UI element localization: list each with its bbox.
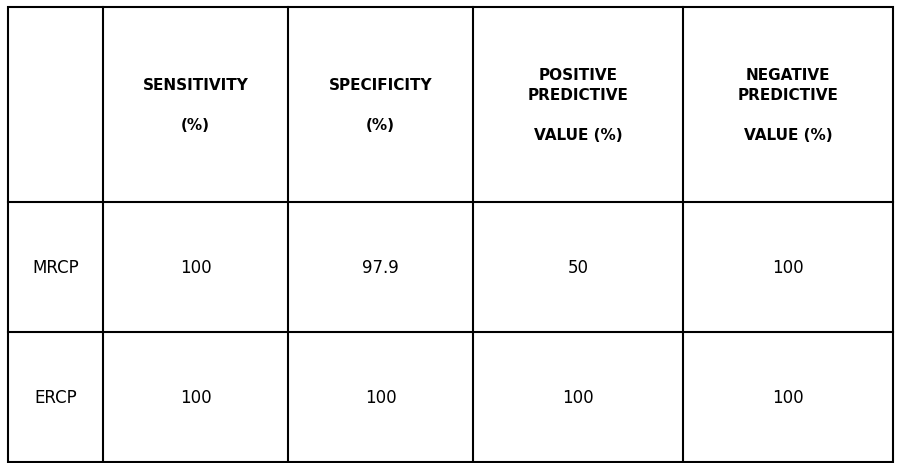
- Text: NEGATIVE
PREDICTIVE

VALUE (%): NEGATIVE PREDICTIVE VALUE (%): [737, 68, 839, 143]
- Text: 100: 100: [180, 388, 211, 406]
- Text: 97.9: 97.9: [362, 258, 399, 276]
- Text: 100: 100: [180, 258, 211, 276]
- Text: SENSITIVITY

(%): SENSITIVITY (%): [143, 78, 249, 132]
- Text: 100: 100: [772, 388, 804, 406]
- Text: 100: 100: [772, 258, 804, 276]
- Text: 100: 100: [365, 388, 396, 406]
- Text: SPECIFICITY

(%): SPECIFICITY (%): [329, 78, 432, 132]
- Text: POSITIVE
PREDICTIVE

VALUE (%): POSITIVE PREDICTIVE VALUE (%): [527, 68, 629, 143]
- Text: 100: 100: [562, 388, 594, 406]
- Text: MRCP: MRCP: [32, 258, 79, 276]
- Text: 50: 50: [568, 258, 588, 276]
- Text: ERCP: ERCP: [34, 388, 77, 406]
